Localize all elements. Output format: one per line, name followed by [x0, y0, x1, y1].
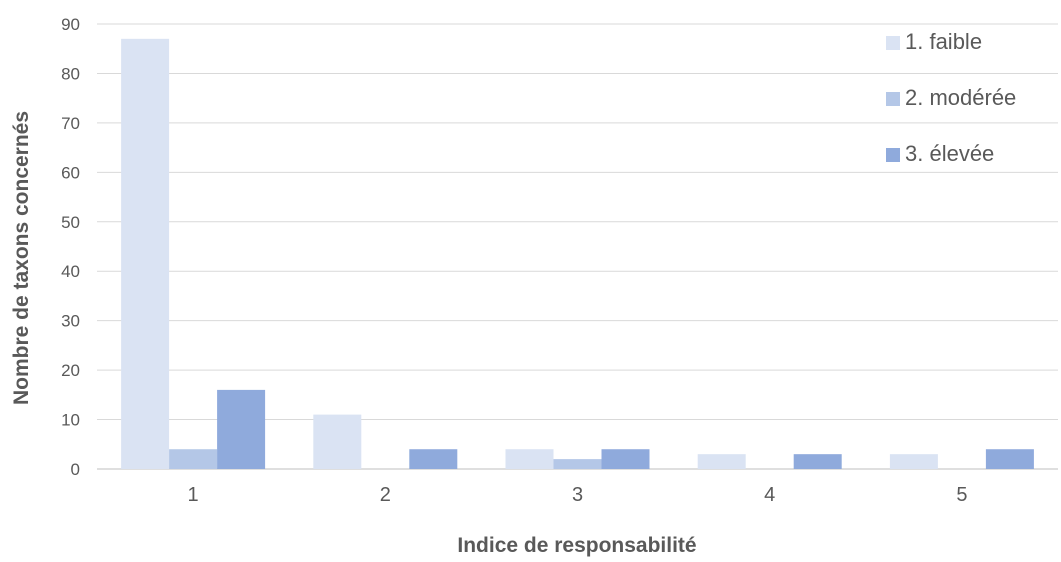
- x-tick-label: 3: [572, 484, 583, 506]
- bar-2-series-1: [313, 414, 362, 469]
- bar-2-series-3: [409, 449, 458, 469]
- legend-label: 2. modérée: [905, 85, 1016, 110]
- y-tick-label: 30: [61, 312, 80, 331]
- bar-1-series-2: [169, 449, 218, 469]
- x-tick-label: 1: [188, 484, 199, 506]
- legend-label: 1. faible: [905, 29, 982, 54]
- x-axis-title: Indice de responsabilité: [457, 534, 696, 557]
- bar-4-series-3: [793, 454, 842, 469]
- y-tick-label: 50: [61, 213, 80, 232]
- x-tick-label: 5: [956, 484, 967, 506]
- bar-1-series-1: [121, 38, 170, 469]
- y-tick-label: 0: [71, 460, 80, 479]
- y-tick-label: 10: [61, 411, 80, 430]
- y-tick-label: 80: [61, 64, 80, 83]
- y-tick-label: 60: [61, 163, 80, 182]
- bar-4-series-1: [697, 454, 746, 469]
- y-tick-label: 70: [61, 114, 80, 133]
- bar-3-series-2: [553, 459, 602, 469]
- y-axis-ticks: 0 10 20 30 40 50 60 70 80 90: [61, 15, 80, 479]
- bar-3-series-1: [505, 449, 554, 469]
- x-tick-label: 4: [764, 484, 775, 506]
- legend-swatch: [886, 92, 900, 106]
- legend-label: 3. élevée: [905, 141, 994, 166]
- y-axis-title: Nombre de taxons concernés: [10, 111, 33, 405]
- x-axis-ticks: 1 2 3 4 5: [188, 484, 968, 506]
- y-tick-label: 90: [61, 15, 80, 34]
- x-tick-label: 2: [380, 484, 391, 506]
- legend-swatch: [886, 148, 900, 162]
- bars: [121, 38, 1034, 469]
- bar-3-series-3: [601, 449, 650, 469]
- legend: 1. faible 2. modérée 3. élevée: [886, 29, 1016, 166]
- y-tick-label: 20: [61, 361, 80, 380]
- legend-swatch: [886, 36, 900, 50]
- y-tick-label: 40: [61, 262, 80, 281]
- bar-1-series-3: [217, 389, 266, 469]
- bar-5-series-1: [889, 454, 938, 469]
- bar-5-series-3: [985, 449, 1034, 469]
